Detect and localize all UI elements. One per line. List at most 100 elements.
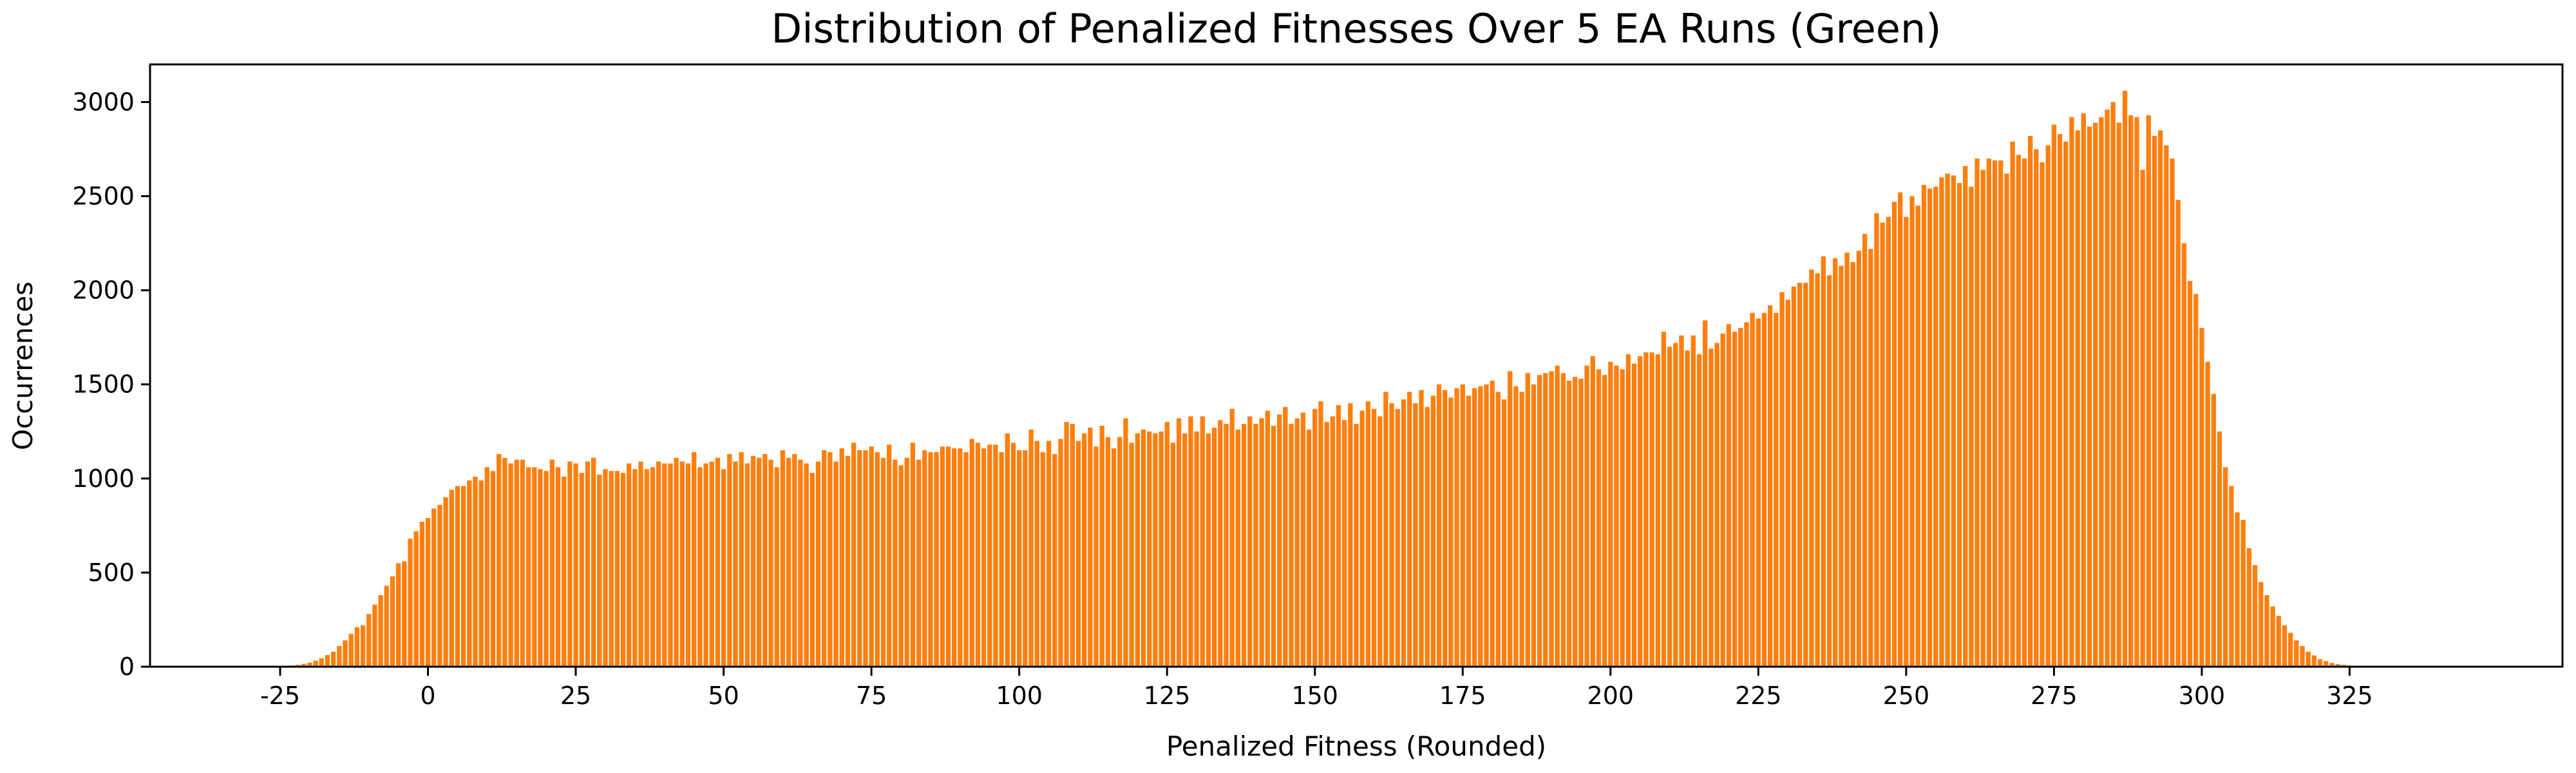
histogram-bar [1519,392,1524,667]
histogram-bar [1359,410,1365,667]
histogram-bar [1235,429,1241,667]
histogram-bar [2175,200,2181,667]
histogram-bar [1495,392,1501,667]
histogram-bar [585,461,591,667]
histogram-bar [893,459,898,667]
histogram-bar [958,448,963,667]
histogram-bar [1436,384,1442,667]
histogram-bar [638,461,643,667]
histogram-bar [1809,269,1814,667]
histogram-bar [508,463,513,667]
histogram-bar [1868,249,1873,667]
y-tick-label: 2500 [72,182,135,211]
histogram-bar [2187,281,2193,667]
histogram-bar [366,614,372,667]
histogram-bar [455,486,460,667]
x-tick-label: 250 [1883,682,1930,710]
plot-frame [149,63,2564,668]
x-tick-label: 25 [560,682,591,710]
x-tick-label: -25 [260,682,300,710]
histogram-bar [1803,282,1808,667]
histogram-bar [1614,365,1619,667]
histogram-bar [2034,149,2039,667]
histogram-bar [662,463,667,667]
histogram-bar [668,463,673,667]
histogram-bar [1341,420,1347,667]
histogram-bar [1401,399,1406,667]
histogram-bar [1211,427,1217,667]
histogram-bar [1638,356,1643,667]
histogram-bar [1709,348,1714,667]
histogram-bar [1365,401,1371,667]
chart-title: Distribution of Penalized Fitnesses Over… [772,5,1942,52]
y-axis-label: Occurrences [7,282,39,450]
histogram-bar [1395,408,1400,667]
histogram-bar [532,467,537,667]
histogram-bar [1176,418,1182,667]
histogram-bar [1153,433,1158,667]
histogram-bar [2311,655,2317,667]
x-tick-label: 75 [856,682,887,710]
histogram-bar [2211,394,2216,667]
histogram-bar [2335,663,2340,667]
histogram-bar [1265,410,1270,667]
histogram-bar [2146,115,2151,667]
histogram-bar [1549,371,1554,667]
histogram-bar [484,467,490,667]
histogram-bar [934,452,939,667]
histogram-bar [1602,375,1607,667]
histogram-bar [1058,439,1063,667]
histogram-bar [1023,450,1028,667]
histogram-bar [460,486,466,667]
histogram-bar [2010,141,2015,667]
histogram-bar [2004,173,2009,667]
histogram-bar [1016,450,1022,667]
histogram-bar [2081,113,2086,667]
histogram-bar [1543,373,1548,667]
histogram-bar [1673,343,1678,667]
histogram-bar [875,452,880,667]
histogram-bar [1992,160,1998,667]
histogram-bar [1631,363,1637,667]
histogram-bar [685,463,691,667]
histogram-bar [1951,175,1956,667]
histogram-bar [2199,328,2204,667]
histogram-bar [1241,424,1247,667]
histogram-bar [1744,322,1749,667]
histogram-bar [490,471,496,667]
histogram-bar [1141,429,1146,667]
histogram-bar [1685,350,1690,667]
histogram-bar [2075,130,2080,667]
histogram-bar [2240,520,2246,667]
histogram-bar [526,467,531,667]
histogram-bar [1413,403,1418,667]
histogram-bar [1815,273,1820,667]
histogram-bar [780,450,786,667]
x-tick-label: 0 [420,682,435,710]
histogram-bar [975,443,981,667]
histogram-bar [620,473,626,667]
histogram-bar [697,467,703,667]
histogram-bar [1501,399,1507,667]
histogram-bar [709,461,714,667]
histogram-bar [1478,386,1483,667]
histogram-bar [2294,640,2299,667]
histogram-bar [1620,369,1625,667]
histogram-bar [1271,426,1276,667]
histogram-bar [1389,403,1394,667]
y-tick-label: 1500 [72,370,135,399]
histogram-bar [2045,145,2050,667]
y-tick-label: 2000 [72,276,135,305]
histogram-bar [343,640,348,667]
histogram-bar [2134,117,2139,667]
histogram-bar [2170,158,2175,667]
histogram-bar [1531,384,1537,667]
histogram-bar [603,469,608,667]
histogram-bar [1188,416,1193,667]
histogram-bar [851,443,857,667]
x-tick-label: 125 [1144,682,1191,710]
histogram-bar [845,455,851,667]
histogram-bar [1513,386,1519,667]
histogram-bar [1430,396,1436,667]
histogram-bar [1324,422,1329,667]
